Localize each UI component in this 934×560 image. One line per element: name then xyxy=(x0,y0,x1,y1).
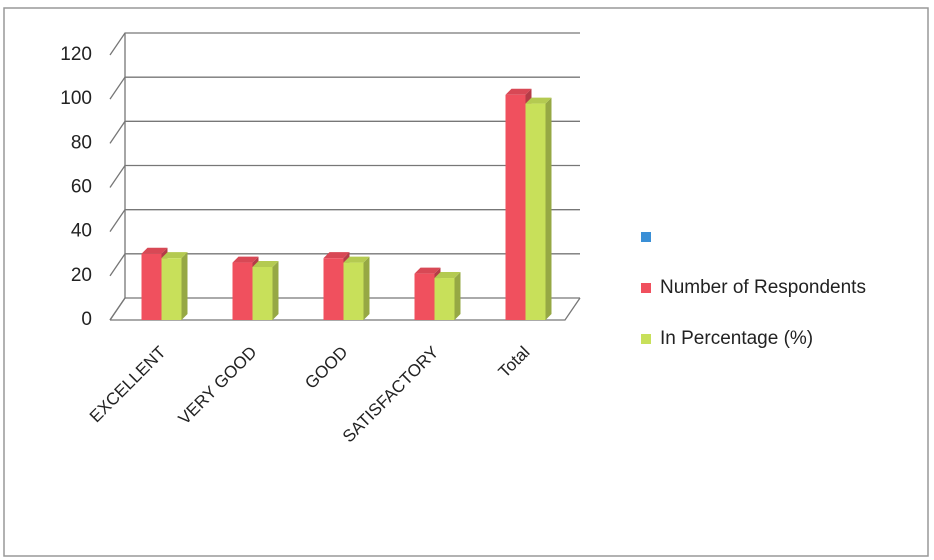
y-tick-label: 20 xyxy=(71,265,92,286)
bar-top xyxy=(161,252,188,259)
bar-top xyxy=(141,247,168,254)
bar xyxy=(414,273,435,320)
bar-top xyxy=(252,261,279,267)
legend-label: Number of Respondents xyxy=(660,277,866,298)
bar-top xyxy=(414,267,441,274)
grid-line xyxy=(109,120,580,144)
y-tick-label: 100 xyxy=(60,88,92,109)
bar xyxy=(343,262,364,320)
y-tick-label: 80 xyxy=(71,132,92,153)
bar-top xyxy=(434,272,461,279)
bar xyxy=(161,258,182,320)
bar-side xyxy=(272,261,279,320)
y-tick-label: 0 xyxy=(81,309,92,330)
bar xyxy=(232,262,253,320)
bar-top xyxy=(505,88,532,95)
grid-line xyxy=(109,209,580,233)
bar-side xyxy=(545,97,552,320)
bar-side xyxy=(363,256,370,320)
bar-top xyxy=(232,256,259,263)
bar-side xyxy=(454,272,461,320)
y-tick-label: 120 xyxy=(60,44,92,65)
legend-swatch xyxy=(641,232,651,242)
grid-line xyxy=(109,76,580,100)
legend-swatch xyxy=(641,283,651,293)
legend-swatch xyxy=(641,334,651,344)
y-tick-label: 60 xyxy=(71,177,92,198)
bar xyxy=(252,267,273,320)
y-tick-label: 40 xyxy=(71,221,92,242)
bar xyxy=(505,94,526,320)
bar xyxy=(323,258,344,320)
bar-top xyxy=(343,256,370,263)
legend-label: In Percentage (%) xyxy=(660,328,813,349)
grid-line xyxy=(109,253,580,277)
bar-top xyxy=(525,97,552,104)
bar xyxy=(434,278,455,320)
bar xyxy=(141,253,162,320)
bar-side xyxy=(181,252,188,320)
bar xyxy=(525,103,546,320)
bar-top xyxy=(323,252,350,259)
grid-line xyxy=(109,32,580,56)
grid-line xyxy=(109,164,580,188)
